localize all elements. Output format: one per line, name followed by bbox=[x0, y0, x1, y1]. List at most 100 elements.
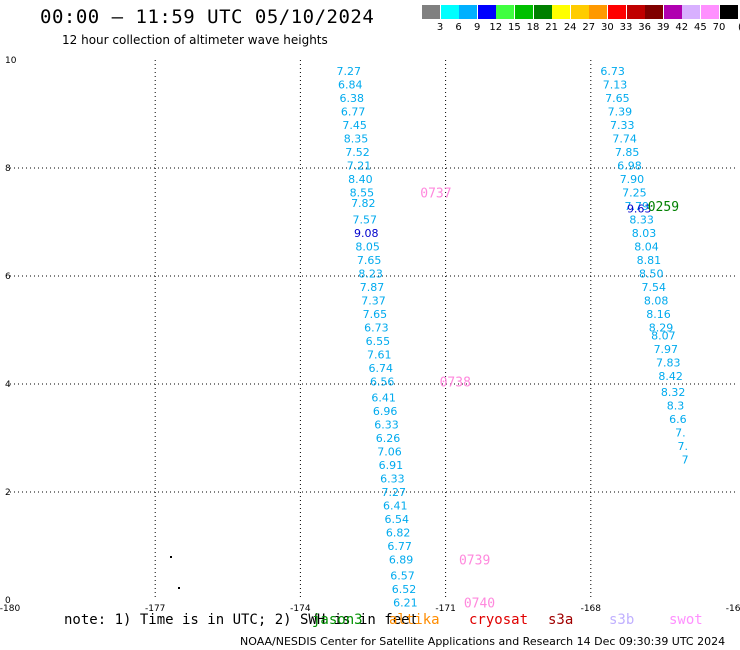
legend-swatch bbox=[663, 5, 682, 19]
wave-height-label: 7.06 bbox=[377, 446, 402, 459]
wave-height-label: 8.50 bbox=[639, 267, 664, 280]
wave-height-label: 8.81 bbox=[637, 254, 662, 267]
wave-height-label: 7.65 bbox=[357, 254, 382, 267]
wave-height-label: 8.05 bbox=[355, 240, 380, 253]
wave-height-label: 8.42 bbox=[658, 370, 683, 383]
x-tick-label: -165 bbox=[726, 604, 740, 612]
legend-label: 24 bbox=[563, 22, 577, 33]
point-marker bbox=[178, 587, 180, 589]
legend-swatch bbox=[552, 5, 571, 19]
wave-height-label: 7.27 bbox=[337, 65, 362, 78]
wave-height-label: 6.38 bbox=[339, 92, 364, 105]
wave-height-label: 6.84 bbox=[338, 78, 363, 91]
wave-height-label: 6.52 bbox=[392, 583, 417, 596]
wave-height-label: 8.40 bbox=[348, 173, 373, 186]
wave-height-label: 6.6 bbox=[669, 413, 687, 426]
y-tick-label: 6 bbox=[5, 272, 11, 282]
legend-swatch bbox=[496, 5, 515, 19]
legend-swatch bbox=[440, 5, 459, 19]
legend-swatch bbox=[533, 5, 552, 19]
legend-label: 42 bbox=[675, 22, 689, 33]
legend-swatch bbox=[645, 5, 664, 19]
wave-height-label: 8.55 bbox=[350, 186, 375, 199]
wave-height-label: 7.61 bbox=[367, 348, 392, 361]
wave-height-label: 7.87 bbox=[360, 281, 385, 294]
x-tick-label: -180 bbox=[0, 604, 20, 612]
wave-height-label: 8.29 bbox=[649, 321, 674, 334]
x-tick-label: -171 bbox=[435, 604, 455, 612]
wave-height-label: 7. bbox=[678, 440, 689, 453]
wave-height-label: 7.54 bbox=[641, 281, 666, 294]
wave-height-label: 7.27 bbox=[382, 486, 407, 499]
legend-label: 9 bbox=[474, 22, 481, 33]
wave-height-label: 6.57 bbox=[390, 570, 415, 583]
legend-unit: (ft) bbox=[738, 22, 740, 33]
wave-height-label: 6.73 bbox=[600, 65, 625, 78]
legend-label: 36 bbox=[638, 22, 651, 33]
wave-height-label: 7.74 bbox=[612, 132, 637, 145]
wave-height-label: 6.26 bbox=[376, 432, 401, 445]
plot-area: -180-177-174-171-168-16502468107.276.846… bbox=[0, 56, 740, 612]
wave-height-label: 6.89 bbox=[389, 554, 414, 567]
legend-label: 33 bbox=[619, 22, 633, 33]
wave-height-label: 7.85 bbox=[615, 146, 640, 159]
wave-height-label: 6.41 bbox=[383, 500, 408, 513]
wave-height-label: 8.16 bbox=[646, 308, 671, 321]
x-tick-label: -168 bbox=[581, 604, 602, 612]
legend-swatch bbox=[477, 5, 496, 19]
x-tick-label: -177 bbox=[145, 604, 165, 612]
wave-height-label: 8.08 bbox=[644, 294, 669, 307]
wave-height-label: 7.13 bbox=[603, 78, 628, 91]
satellite-swot: swot bbox=[669, 612, 703, 628]
wave-height-label: 7.45 bbox=[342, 119, 367, 132]
legend-label: 45 bbox=[694, 22, 707, 33]
wave-height-label: 8.3 bbox=[667, 400, 685, 413]
chart-title: 00:00 – 11:59 UTC 05/10/2024 bbox=[40, 6, 375, 28]
wave-height-label: 6.82 bbox=[386, 527, 411, 540]
wave-height-label: 6.73 bbox=[364, 321, 389, 334]
wave-height-label: 8.33 bbox=[629, 213, 654, 226]
wave-height-label: 8.23 bbox=[358, 267, 383, 280]
legend-label: 3 bbox=[436, 22, 444, 33]
wave-height-label: 9.63 bbox=[627, 203, 652, 216]
wave-height-label: 9.08 bbox=[354, 227, 379, 240]
legend-swatch bbox=[589, 5, 608, 19]
y-tick-label: 10 bbox=[5, 56, 17, 66]
wave-height-label: 7 bbox=[682, 454, 689, 467]
satellite-altika: altika bbox=[389, 612, 440, 628]
wave-height-label: 6.56 bbox=[370, 375, 395, 388]
satellite-s3a: s3a bbox=[548, 612, 574, 628]
wave-height-label: 6.41 bbox=[371, 392, 396, 405]
wave-height-label: 7.25 bbox=[622, 186, 647, 199]
y-tick-label: 2 bbox=[5, 488, 11, 498]
point-marker bbox=[170, 556, 172, 558]
wave-height-label: 6.55 bbox=[366, 335, 391, 348]
footer-credit: NOAA/NESDIS Center for Satellite Applica… bbox=[240, 635, 726, 648]
wave-height-label: 7.37 bbox=[361, 294, 386, 307]
time-label: 0740 bbox=[464, 597, 495, 612]
wave-height-label: 6.91 bbox=[379, 459, 404, 472]
wave-height-label: 6.96 bbox=[373, 405, 398, 418]
legend-swatch bbox=[459, 5, 478, 19]
note-text: note: 1) Time is in UTC; 2) SWH is in fe… bbox=[64, 612, 419, 628]
wave-height-label: 7.90 bbox=[620, 173, 645, 186]
legend-label: 27 bbox=[582, 22, 596, 33]
wave-height-label: 6.54 bbox=[384, 513, 409, 526]
wave-height-label: 7.65 bbox=[605, 92, 630, 105]
legend-swatch bbox=[422, 5, 440, 19]
wave-height-label: 8.35 bbox=[344, 132, 369, 145]
satellite-jason3: jason3 bbox=[312, 612, 363, 628]
legend-swatch bbox=[570, 5, 589, 19]
wave-height-label: 7.65 bbox=[363, 308, 388, 321]
wave-height-label: 7.52 bbox=[345, 146, 370, 159]
legend-label: 30 bbox=[601, 22, 614, 33]
legend-label: 21 bbox=[545, 22, 558, 33]
satellite-s3b: s3b bbox=[609, 612, 635, 628]
wave-height-label: 6.33 bbox=[380, 473, 405, 486]
wave-height-label: 7.82 bbox=[351, 197, 376, 210]
time-label: 0737 bbox=[420, 186, 451, 201]
wave-height-label: 7.57 bbox=[353, 213, 378, 226]
y-tick-label: 8 bbox=[5, 164, 11, 174]
wave-height-label: 7. bbox=[675, 427, 686, 440]
y-tick-label: 4 bbox=[5, 380, 11, 390]
